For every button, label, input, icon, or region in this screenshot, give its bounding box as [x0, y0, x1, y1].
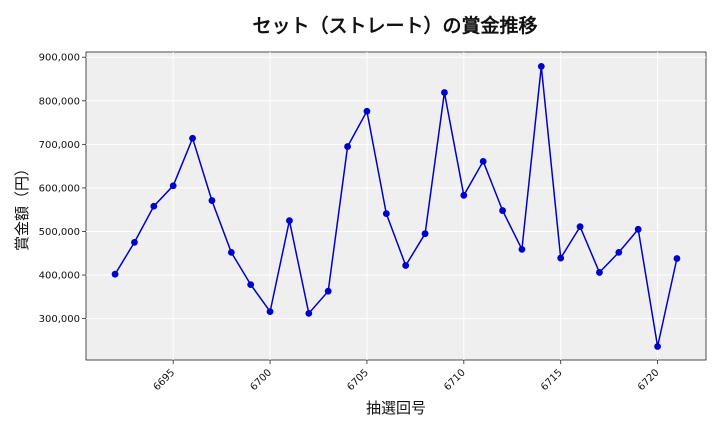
data-point — [247, 281, 255, 289]
data-point — [596, 269, 603, 276]
y-tick-label: 400,000 — [39, 271, 80, 282]
data-point — [557, 254, 565, 262]
data-point — [286, 217, 293, 224]
data-point — [499, 207, 506, 214]
data-point — [227, 248, 235, 256]
x-axis-ticks: 6695 6700 6705 6710 6715 6720 — [152, 360, 662, 393]
x-tick-label: 6695 — [152, 367, 178, 393]
data-point — [654, 343, 661, 350]
chart-title: セット（ストレート）の賞金推移 — [252, 14, 537, 37]
y-tick-label: 500,000 — [39, 227, 80, 238]
y-tick-label: 300,000 — [39, 314, 80, 325]
series-layer — [111, 62, 681, 350]
data-point — [324, 287, 332, 295]
data-point — [344, 143, 351, 150]
x-tick-label: 6720 — [636, 367, 662, 393]
data-point — [382, 210, 390, 218]
data-point — [150, 202, 158, 210]
y-tick-label: 800,000 — [39, 96, 80, 107]
data-point — [441, 89, 448, 96]
data-point — [208, 197, 216, 204]
series-line — [114, 66, 678, 347]
y-axis-label: 賞金額（円） — [13, 161, 31, 251]
data-point — [189, 134, 196, 142]
grid-lines — [86, 52, 706, 360]
data-point — [615, 248, 623, 256]
plot-area — [85, 51, 707, 361]
x-tick-label: 6715 — [539, 367, 565, 393]
data-point — [460, 191, 468, 199]
x-tick-label: 6710 — [442, 367, 468, 393]
data-point — [479, 157, 487, 165]
data-point — [402, 262, 410, 269]
data-point — [673, 255, 681, 262]
x-axis-label: 抽選回号 — [366, 399, 426, 417]
data-point — [634, 225, 642, 233]
y-axis-ticks: 300,000 400,000 500,000 600,000 700,000 800,0… — [39, 53, 86, 325]
x-tick-label: 6705 — [345, 367, 371, 393]
y-tick-label: 700,000 — [39, 140, 80, 151]
y-tick-label: 900,000 — [39, 53, 80, 64]
data-point — [131, 238, 138, 246]
y-tick-label: 600,000 — [39, 183, 80, 194]
data-point — [169, 182, 177, 190]
data-point — [537, 62, 545, 70]
data-point — [266, 308, 274, 316]
data-point — [305, 309, 313, 317]
data-point — [363, 107, 371, 115]
data-point — [576, 223, 584, 231]
data-point — [518, 245, 526, 253]
x-tick-label: 6700 — [248, 367, 274, 393]
data-point — [421, 230, 429, 238]
data-point — [111, 270, 119, 278]
